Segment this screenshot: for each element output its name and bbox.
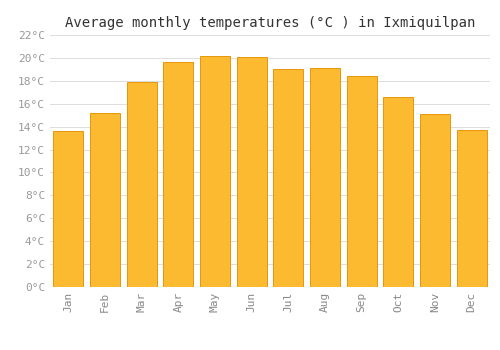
Bar	[274, 69, 304, 287]
Title: Average monthly temperatures (°C ) in Ixmiquilpan: Average monthly temperatures (°C ) in Ix…	[65, 16, 475, 30]
Bar	[456, 130, 486, 287]
Bar	[420, 114, 450, 287]
Bar	[90, 113, 120, 287]
Bar	[236, 57, 266, 287]
Bar	[384, 97, 414, 287]
Bar	[126, 82, 156, 287]
Bar	[54, 131, 84, 287]
Bar	[346, 76, 376, 287]
Bar	[310, 68, 340, 287]
Bar	[164, 63, 194, 287]
Bar	[200, 56, 230, 287]
